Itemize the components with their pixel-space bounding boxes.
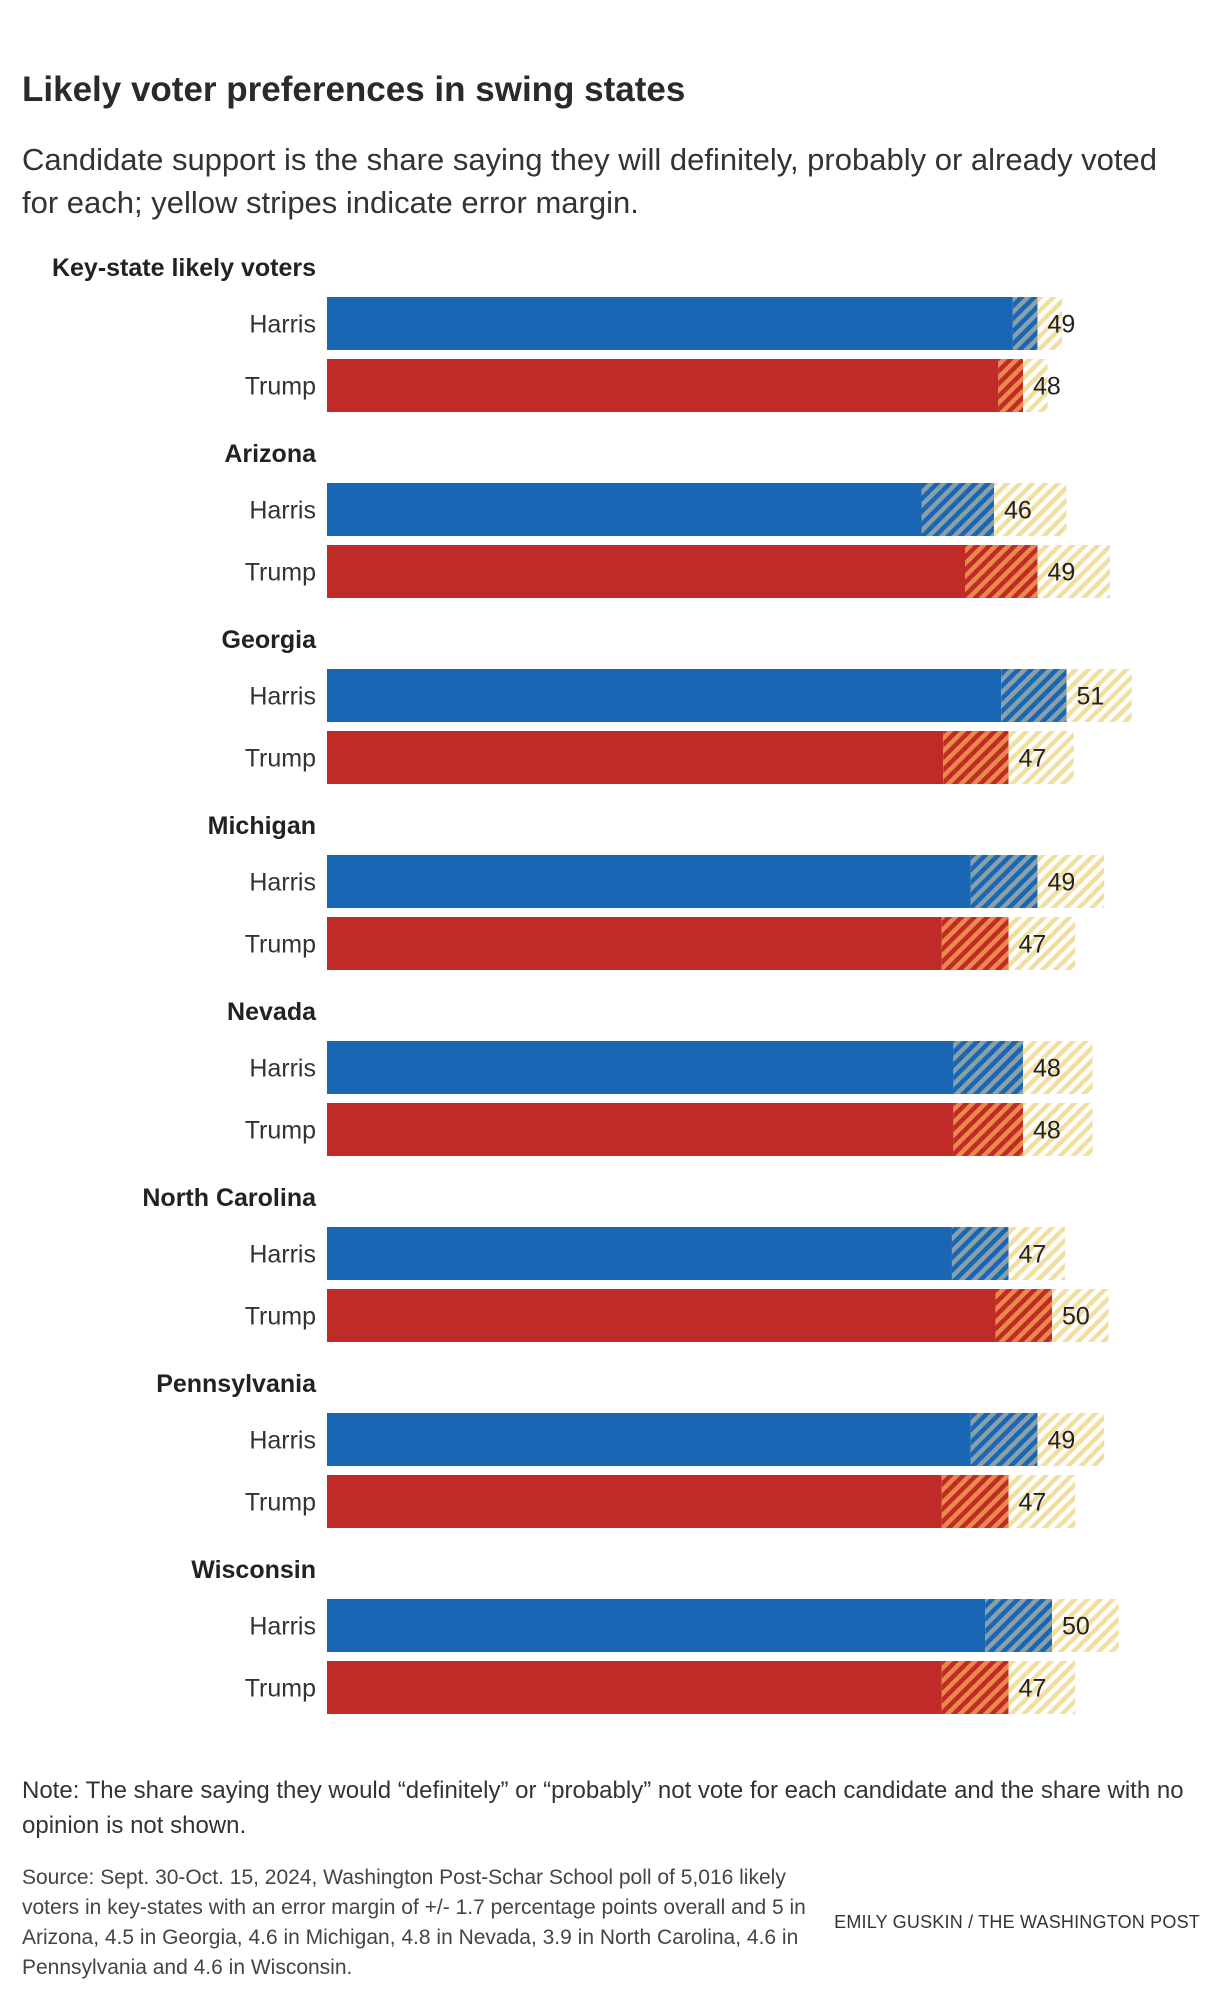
margin-upper-wisconsin-trump <box>1008 1661 1076 1714</box>
bar-key-state-likely-voters-harris <box>327 297 1013 350</box>
bar-pennsylvania-harris <box>327 1413 971 1466</box>
group-label-north-carolina: North Carolina <box>142 1184 317 1212</box>
value-label-pennsylvania-trump: 47 <box>1019 1489 1047 1517</box>
margin-upper-arizona-harris <box>994 483 1067 536</box>
margin-lower-key-state-likely-voters-trump <box>998 359 1023 412</box>
row-label-pennsylvania-trump: Trump <box>245 1489 316 1517</box>
margin-lower-key-state-likely-voters-harris <box>1012 297 1038 350</box>
row-label-michigan-harris: Harris <box>249 869 316 897</box>
group-label-arizona: Arizona <box>224 440 317 468</box>
value-label-nevada-trump: 48 <box>1033 1117 1061 1145</box>
group-label-georgia: Georgia <box>222 626 318 654</box>
bar-michigan-harris <box>327 855 971 908</box>
margin-lower-georgia-trump <box>943 731 1009 784</box>
value-label-wisconsin-harris: 50 <box>1062 1613 1090 1641</box>
chart-source: Source: Sept. 30-Oct. 15, 2024, Washingt… <box>22 1866 806 1979</box>
margin-lower-wisconsin-harris <box>985 1599 1052 1652</box>
group-label-wisconsin: Wisconsin <box>191 1556 316 1584</box>
margin-upper-key-state-likely-voters-trump <box>1023 359 1048 412</box>
row-label-georgia-trump: Trump <box>245 745 316 773</box>
margin-upper-pennsylvania-trump <box>1008 1475 1076 1528</box>
margin-lower-michigan-harris <box>970 855 1038 908</box>
margin-upper-michigan-trump <box>1008 917 1076 970</box>
chart-body: Key-state likely voters Harris 49 Trump 48 Ar… <box>52 254 1132 1714</box>
margin-lower-pennsylvania-trump <box>941 1475 1009 1528</box>
value-label-arizona-harris: 46 <box>1004 497 1032 525</box>
chart-credit: EMILY GUSKIN / THE WASHINGTON POST <box>834 1912 1200 1932</box>
margin-upper-pennsylvania-harris <box>1037 1413 1105 1466</box>
margin-upper-nevada-harris <box>1023 1041 1093 1094</box>
value-label-north-carolina-trump: 50 <box>1062 1303 1090 1331</box>
bar-wisconsin-harris <box>327 1599 986 1652</box>
value-label-michigan-trump: 47 <box>1019 931 1047 959</box>
margin-upper-north-carolina-harris <box>1008 1227 1066 1280</box>
margin-lower-georgia-harris <box>1001 669 1067 722</box>
margin-upper-north-carolina-trump <box>1052 1289 1109 1342</box>
bar-michigan-trump <box>327 917 942 970</box>
bar-wisconsin-trump <box>327 1661 942 1714</box>
bar-pennsylvania-trump <box>327 1475 942 1528</box>
bar-georgia-trump <box>327 731 944 784</box>
margin-lower-wisconsin-trump <box>941 1661 1009 1714</box>
value-label-north-carolina-harris: 47 <box>1019 1241 1047 1269</box>
row-label-north-carolina-harris: Harris <box>249 1241 316 1269</box>
row-label-key-state-likely-voters-harris: Harris <box>249 311 316 339</box>
margin-lower-nevada-harris <box>953 1041 1023 1094</box>
bar-chart: Key-state likely voters Harris 49 Trump 48 Ar… <box>52 254 1132 1714</box>
value-label-georgia-harris: 51 <box>1077 683 1105 711</box>
margin-lower-nevada-trump <box>953 1103 1023 1156</box>
margin-lower-arizona-trump <box>965 545 1038 598</box>
group-label-nevada: Nevada <box>227 998 317 1026</box>
margin-lower-north-carolina-harris <box>951 1227 1009 1280</box>
margin-upper-key-state-likely-voters-harris <box>1037 297 1063 350</box>
row-label-arizona-harris: Harris <box>249 497 316 525</box>
row-label-pennsylvania-harris: Harris <box>249 1427 316 1455</box>
bar-key-state-likely-voters-trump <box>327 359 999 412</box>
margin-upper-georgia-trump <box>1008 731 1074 784</box>
row-label-wisconsin-trump: Trump <box>245 1675 316 1703</box>
group-label-michigan: Michigan <box>208 812 316 840</box>
chart-subtitle: Candidate support is the share saying th… <box>22 142 1158 220</box>
margin-upper-georgia-harris <box>1066 669 1132 722</box>
group-label-pennsylvania: Pennsylvania <box>156 1370 317 1398</box>
row-label-north-carolina-trump: Trump <box>245 1303 316 1331</box>
row-label-michigan-trump: Trump <box>245 931 316 959</box>
value-label-key-state-likely-voters-trump: 48 <box>1033 373 1061 401</box>
bar-georgia-harris <box>327 669 1002 722</box>
bar-nevada-trump <box>327 1103 954 1156</box>
value-label-pennsylvania-harris: 49 <box>1048 1427 1076 1455</box>
margin-lower-north-carolina-trump <box>995 1289 1052 1342</box>
row-label-nevada-harris: Harris <box>249 1055 316 1083</box>
chart-title: Likely voter preferences in swing states <box>22 70 686 109</box>
bar-arizona-trump <box>327 545 965 598</box>
margin-lower-michigan-trump <box>941 917 1009 970</box>
chart-note: Note: The share saying they would “defin… <box>22 1777 1184 1839</box>
bar-north-carolina-trump <box>327 1289 996 1342</box>
row-label-georgia-harris: Harris <box>249 683 316 711</box>
value-label-michigan-harris: 49 <box>1048 869 1076 897</box>
row-label-arizona-trump: Trump <box>245 559 316 587</box>
margin-upper-nevada-trump <box>1023 1103 1093 1156</box>
bar-nevada-harris <box>327 1041 954 1094</box>
margin-lower-arizona-harris <box>921 483 994 536</box>
margin-upper-wisconsin-harris <box>1052 1599 1119 1652</box>
margin-upper-arizona-trump <box>1037 545 1110 598</box>
value-label-arizona-trump: 49 <box>1048 559 1076 587</box>
row-label-nevada-trump: Trump <box>245 1117 316 1145</box>
margin-lower-pennsylvania-harris <box>970 1413 1038 1466</box>
value-label-key-state-likely-voters-harris: 49 <box>1048 311 1076 339</box>
row-label-wisconsin-harris: Harris <box>249 1613 316 1641</box>
value-label-wisconsin-trump: 47 <box>1019 1675 1047 1703</box>
group-label-key-state-likely-voters: Key-state likely voters <box>52 254 316 282</box>
bar-north-carolina-harris <box>327 1227 952 1280</box>
bar-arizona-harris <box>327 483 922 536</box>
value-label-nevada-harris: 48 <box>1033 1055 1061 1083</box>
row-label-key-state-likely-voters-trump: Trump <box>245 373 316 401</box>
margin-upper-michigan-harris <box>1037 855 1105 908</box>
value-label-georgia-trump: 47 <box>1019 745 1047 773</box>
